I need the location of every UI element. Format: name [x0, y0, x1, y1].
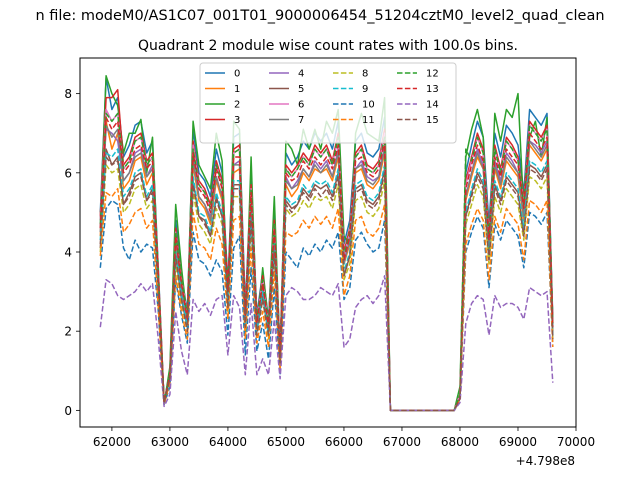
legend-label-5: 5: [298, 84, 304, 95]
series-line-15: [99, 156, 554, 412]
x-tick-label: 70000: [557, 435, 595, 449]
y-tick-label: 6: [64, 166, 72, 180]
x-tick-label: 62000: [93, 435, 131, 449]
chart-title: Quadrant 2 module wise count rates with …: [138, 38, 518, 54]
series-line-12: [99, 112, 554, 412]
legend-label-7: 7: [298, 115, 304, 126]
plot-frame: [79, 57, 577, 428]
x-tick-label: 63000: [151, 435, 189, 449]
legend-label-2: 2: [234, 100, 240, 111]
y-tick-label: 0: [64, 404, 72, 418]
legend-label-4: 4: [298, 69, 304, 80]
y-tick-label: 8: [64, 87, 72, 101]
legend-frame: [199, 62, 457, 144]
legend-label-0: 0: [234, 69, 240, 80]
series-line-11: [99, 187, 554, 412]
legend-label-1: 1: [234, 84, 240, 95]
x-offset-label: +4.798e8: [516, 454, 575, 468]
legend-label-10: 10: [362, 100, 375, 111]
series-line-9: [99, 148, 554, 412]
legend-label-8: 8: [362, 69, 368, 80]
legend-label-6: 6: [298, 100, 304, 111]
x-tick-label: 68000: [441, 435, 479, 449]
x-tick-label: 67000: [383, 435, 421, 449]
x-axis: 62000 63000 64000 65000 66000 67000 68000 69000…: [93, 427, 595, 449]
legend-label-3: 3: [234, 115, 240, 126]
legend-label-13: 13: [426, 84, 439, 95]
series-line-3: [99, 88, 554, 412]
x-tick-label: 69000: [499, 435, 537, 449]
figure-suptitle: n file: modeM0/AS1C07_001T01_9000006454_…: [35, 8, 604, 24]
y-tick-label: 4: [64, 246, 72, 260]
legend-label-14: 14: [426, 100, 439, 111]
legend-label-11: 11: [362, 115, 375, 126]
series-line-14: [99, 275, 554, 412]
x-tick-label: 65000: [267, 435, 305, 449]
series-line-13: [99, 116, 554, 412]
legend-label-9: 9: [362, 84, 368, 95]
x-tick-label: 64000: [209, 435, 247, 449]
y-tick-label: 2: [64, 325, 72, 339]
legend-label-15: 15: [426, 115, 439, 126]
legend-label-12: 12: [426, 69, 439, 80]
y-axis: 0 2 4 6 8: [64, 87, 80, 418]
x-tick-label: 66000: [325, 435, 363, 449]
